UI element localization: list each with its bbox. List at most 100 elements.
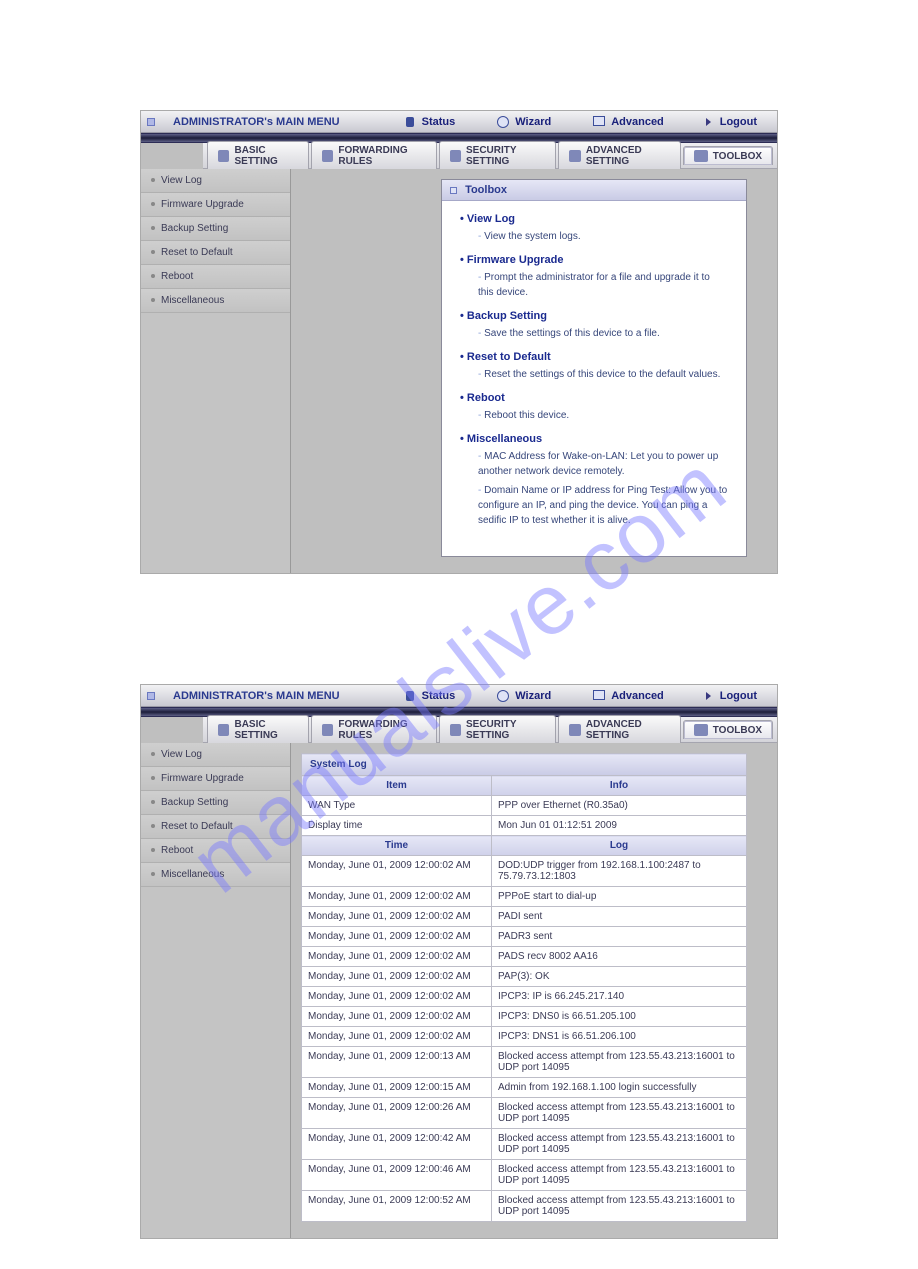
col-header-log: Log [492,836,747,856]
log-time-cell: Monday, June 01, 2009 12:00:02 AM [302,856,492,887]
sidebar-item[interactable]: Reboot [141,839,290,863]
tab-basic-setting[interactable]: BASIC SETTING [207,715,309,744]
sidebar-item[interactable]: View Log [141,743,290,767]
col-header-time: Time [302,836,492,856]
sidebar-item[interactable]: Reset to Default [141,241,290,265]
tab-row: BASIC SETTING FORWARDING RULES SECURITY … [203,143,777,169]
screenshot-system-log: ADMINISTRATOR's MAIN MENU Status Wizard … [140,684,778,1239]
toolbox-item-title[interactable]: Firmware Upgrade [460,254,728,266]
sidebar-item[interactable]: Reboot [141,265,290,289]
tab-forwarding-rules[interactable]: FORWARDING RULES [311,715,437,744]
advanced-link[interactable]: Advanced [593,690,664,702]
logout-link[interactable]: Logout [706,116,757,128]
advanced-icon [593,690,605,702]
toolbox-item-title[interactable]: View Log [460,213,728,225]
advanced-label: Advanced [611,690,664,702]
wizard-icon [497,690,509,702]
status-link[interactable]: Status [404,690,456,702]
tab-basic-setting[interactable]: BASIC SETTING [207,141,309,170]
sidebar-item[interactable]: View Log [141,169,290,193]
advanced-icon [593,116,605,128]
toolbox-item: Backup SettingSave the settings of this … [460,310,728,341]
wizard-link[interactable]: Wizard [497,690,551,702]
toolbox-item: Firmware UpgradePrompt the administrator… [460,254,728,300]
status-link[interactable]: Status [404,116,456,128]
sidebar-item[interactable]: Backup Setting [141,791,290,815]
syslog-title-text: System Log [310,759,367,770]
advanced-link[interactable]: Advanced [593,116,664,128]
toolbox-item-desc: Reboot this device. [478,408,728,423]
logout-label: Logout [720,690,757,702]
advanced-label: Advanced [611,116,664,128]
toolbox-item-title[interactable]: Reset to Default [460,351,728,363]
toolbox-card-header: Toolbox [442,180,746,201]
log-time-cell: Monday, June 01, 2009 12:00:02 AM [302,907,492,927]
toolbox-item-title[interactable]: Reboot [460,392,728,404]
toolbox-item: Reset to Default Reset the settings of th… [460,351,728,382]
log-message-cell: IPCP3: DNS1 is 66.51.206.100 [492,1027,747,1047]
tab-advanced-setting[interactable]: ADVANCED SETTING [558,141,680,170]
toolbox-item-desc: Domain Name or IP address for Ping Test:… [478,483,728,528]
log-message-cell: Blocked access attempt from 123.55.43.21… [492,1191,747,1222]
security-icon [450,150,462,162]
info-value-cell: PPP over Ethernet (R0.35a0) [492,796,747,816]
square-icon [450,187,457,194]
log-message-cell: Admin from 192.168.1.100 login successfu… [492,1078,747,1098]
sidebar-item[interactable]: Miscellaneous [141,863,290,887]
tab-security-label: SECURITY SETTING [466,145,545,167]
tab-advanced-label: ADVANCED SETTING [586,719,670,741]
system-log-title: System Log [302,754,747,776]
log-time-cell: Monday, June 01, 2009 12:00:46 AM [302,1160,492,1191]
log-message-cell: IPCP3: IP is 66.245.217.140 [492,987,747,1007]
sidebar-item[interactable]: Backup Setting [141,217,290,241]
square-icon [147,118,155,126]
main-menu-title: ADMINISTRATOR's MAIN MENU [173,690,340,702]
log-row: Monday, June 01, 2009 12:00:15 AMAdmin f… [302,1078,747,1098]
wizard-link[interactable]: Wizard [497,116,551,128]
basic-icon [218,724,229,736]
top-links: Status Wizard Advanced [404,690,664,702]
tab-forwarding-rules[interactable]: FORWARDING RULES [311,141,437,170]
log-time-cell: Monday, June 01, 2009 12:00:02 AM [302,1027,492,1047]
logout-link[interactable]: Logout [706,690,757,702]
sidebar-item[interactable]: Firmware Upgrade [141,193,290,217]
col-header-info: Info [492,776,747,796]
tab-security-setting[interactable]: SECURITY SETTING [439,141,557,170]
advanced-tab-icon [569,724,581,736]
tab-toolbox[interactable]: TOOLBOX [683,146,773,165]
tab-advanced-setting[interactable]: ADVANCED SETTING [558,715,680,744]
advanced-tab-icon [569,150,581,162]
status-icon [404,116,416,128]
top-links: Status Wizard Advanced [404,116,664,128]
tab-row: BASIC SETTING FORWARDING RULES SECURITY … [203,717,777,743]
tab-security-setting[interactable]: SECURITY SETTING [439,715,557,744]
sidebar-item[interactable]: Reset to Default [141,815,290,839]
log-message-cell: Blocked access attempt from 123.55.43.21… [492,1129,747,1160]
forwarding-icon [322,150,334,162]
status-label: Status [422,690,456,702]
tab-toolbox[interactable]: TOOLBOX [683,720,773,739]
log-message-cell: PAP(3): OK [492,967,747,987]
log-time-cell: Monday, June 01, 2009 12:00:02 AM [302,947,492,967]
log-row: Monday, June 01, 2009 12:00:42 AMBlocked… [302,1129,747,1160]
info-item-cell: Display time [302,816,492,836]
toolbox-item-title[interactable]: Backup Setting [460,310,728,322]
square-icon [147,692,155,700]
sidebar-item[interactable]: Firmware Upgrade [141,767,290,791]
log-row: Monday, June 01, 2009 12:00:13 AMBlocked… [302,1047,747,1078]
log-message-cell: Blocked access attempt from 123.55.43.21… [492,1160,747,1191]
sidebar: View LogFirmware UpgradeBackup SettingRe… [141,169,291,573]
toolbox-icon [694,150,708,162]
log-row: Monday, June 01, 2009 12:00:02 AMDOD:UDP… [302,856,747,887]
toolbox-item-title[interactable]: Miscellaneous [460,433,728,445]
log-row: Monday, June 01, 2009 12:00:02 AMPAP(3):… [302,967,747,987]
log-time-cell: Monday, June 01, 2009 12:00:02 AM [302,927,492,947]
screenshot-toolbox: ADMINISTRATOR's MAIN MENU Status Wizard … [140,110,778,574]
log-row: Monday, June 01, 2009 12:00:52 AMBlocked… [302,1191,747,1222]
toolbox-item-desc: Reset the settings of this device to the… [478,367,728,382]
forwarding-icon [322,724,334,736]
log-message-cell: Blocked access attempt from 123.55.43.21… [492,1098,747,1129]
log-time-cell: Monday, June 01, 2009 12:00:02 AM [302,967,492,987]
sidebar-item[interactable]: Miscellaneous [141,289,290,313]
wizard-icon [497,116,509,128]
